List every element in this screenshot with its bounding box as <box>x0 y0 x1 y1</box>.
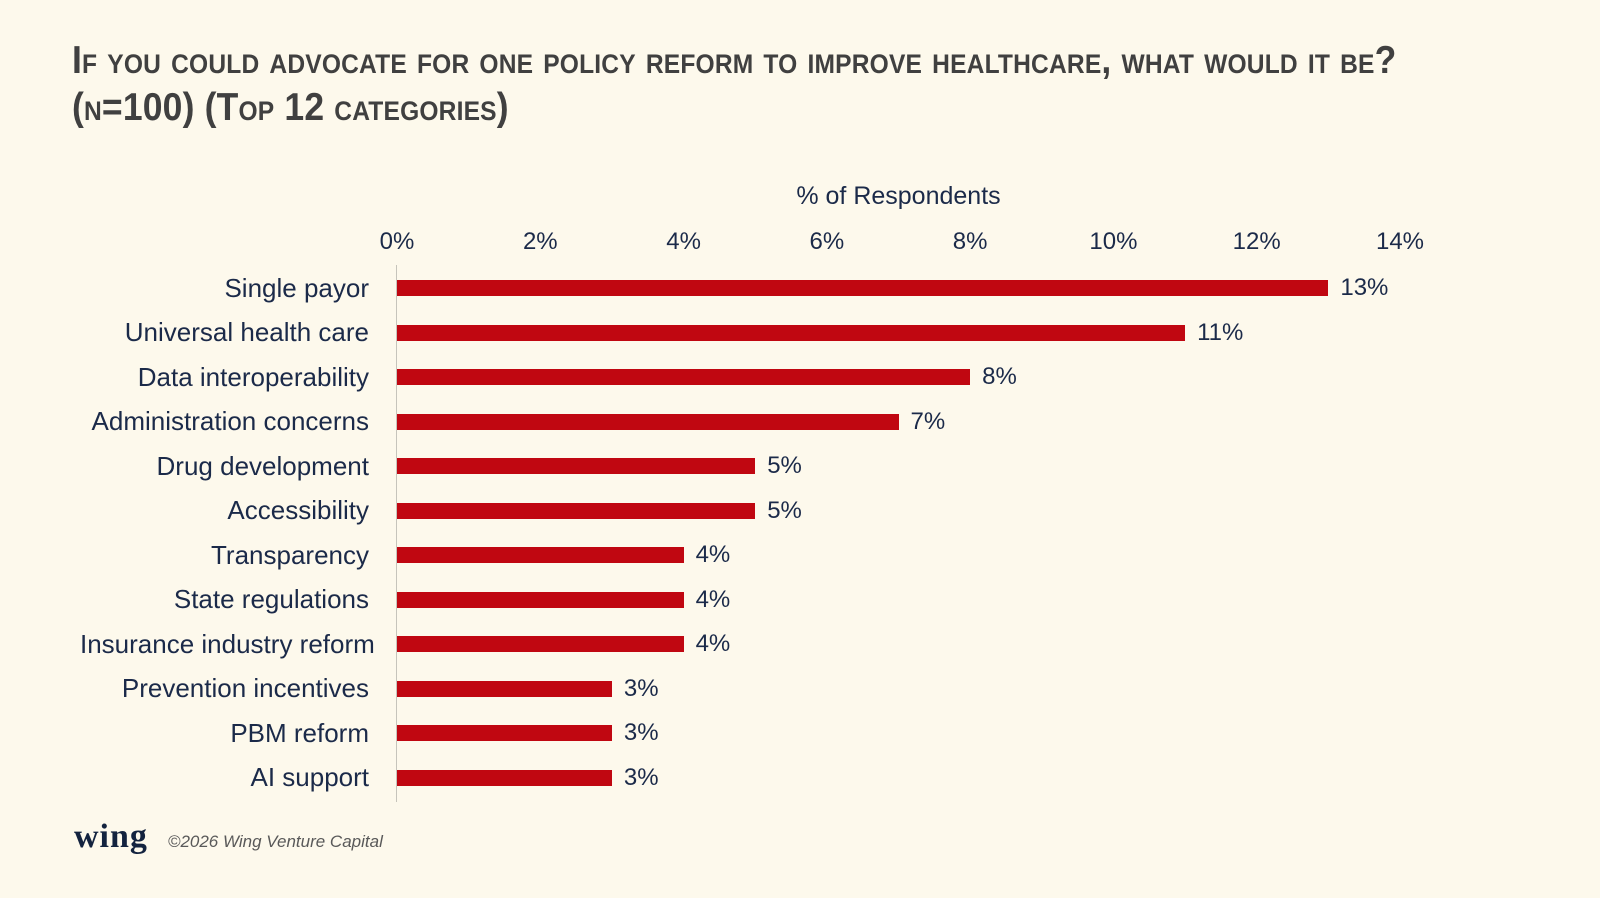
value-label: 3% <box>623 674 659 702</box>
bar <box>397 680 612 697</box>
bar <box>397 769 612 786</box>
wing-logo: wing <box>74 818 148 855</box>
value-label: 3% <box>623 719 659 747</box>
value-label: 4% <box>695 541 731 569</box>
bar <box>397 725 612 742</box>
bar <box>397 280 1329 297</box>
bar-track: 3% <box>397 764 1400 791</box>
chart-row: Administration concerns 7% <box>80 400 1570 443</box>
category-label: Universal health care <box>124 317 369 348</box>
chart-row: PBM reform 3% <box>80 712 1570 755</box>
value-label: 4% <box>695 630 731 658</box>
y-axis-line <box>396 265 397 802</box>
category-label: PBM reform <box>230 717 369 748</box>
copyright-text: ©2026 Wing Venture Capital <box>167 832 383 851</box>
chart-row: Transparency 4% <box>80 534 1570 577</box>
bar <box>397 458 756 475</box>
bar-track: 11% <box>397 319 1400 346</box>
bar-track: 7% <box>397 408 1400 435</box>
value-label: 5% <box>767 496 802 524</box>
chart-row: Accessibility 5% <box>80 489 1570 532</box>
bar-track: 4% <box>397 586 1400 613</box>
category-label: Drug development <box>156 450 369 481</box>
x-axis-tick-label: 0% <box>379 228 415 255</box>
chart-row: Single payor 13% <box>80 267 1570 310</box>
bar-track: 4% <box>397 630 1400 657</box>
bar <box>397 369 971 386</box>
bar <box>397 591 684 608</box>
value-label: 3% <box>623 763 659 791</box>
category-label: Transparency <box>211 539 369 570</box>
bar <box>397 502 756 519</box>
value-label: 11% <box>1197 318 1244 346</box>
value-label: 13% <box>1340 274 1389 302</box>
category-label: Administration concerns <box>91 406 369 437</box>
bar <box>397 547 684 564</box>
bar-track: 3% <box>397 719 1400 746</box>
chart-row: Drug development 5% <box>80 445 1570 488</box>
value-label: 7% <box>910 407 946 435</box>
bar-track: 13% <box>397 274 1400 301</box>
x-axis-tick-label: 4% <box>666 228 701 255</box>
bar <box>397 324 1186 341</box>
bar-track: 3% <box>397 675 1400 702</box>
x-axis-title: % of Respondents <box>796 182 1001 210</box>
x-axis-tick-label: 10% <box>1089 228 1138 255</box>
chart-row: State regulations 4% <box>80 578 1570 621</box>
category-label: Single payor <box>224 272 369 303</box>
category-label: Accessibility <box>227 495 369 526</box>
chart-row: AI support 3% <box>80 756 1570 799</box>
value-label: 5% <box>767 452 802 480</box>
x-axis-tick-label: 6% <box>809 228 845 255</box>
value-label: 8% <box>982 363 1017 391</box>
value-label: 4% <box>695 585 731 613</box>
footer: wing ©2026 Wing Venture Capital <box>74 818 383 856</box>
bar-track: 5% <box>397 452 1400 479</box>
page-title: If you could advocate for one policy ref… <box>72 39 1397 129</box>
chart-row: Prevention incentives 3% <box>80 667 1570 710</box>
bar <box>397 636 684 653</box>
bar <box>397 413 899 430</box>
category-label: Insurance industry reform <box>80 628 375 659</box>
chart-rows: Single payor 13% Universal health care 11% D… <box>80 266 1570 800</box>
x-axis-tick-label: 14% <box>1375 228 1425 255</box>
bar-track: 8% <box>397 363 1400 390</box>
chart-row: Universal health care 11% <box>80 311 1570 354</box>
bar-track: 4% <box>397 541 1400 568</box>
x-axis-ticks: 0% 2% 4% 6% 8% 10% 12% 14% <box>380 228 1424 260</box>
bar-track: 5% <box>397 497 1400 524</box>
x-axis-tick-label: 12% <box>1232 228 1281 255</box>
category-label: Data interoperability <box>137 361 369 392</box>
category-label: AI support <box>250 762 369 793</box>
x-axis-tick-label: 8% <box>952 228 988 255</box>
chart-row: Data interoperability 8% <box>80 356 1570 399</box>
category-label: State regulations <box>173 584 369 615</box>
x-axis-tick-label: 2% <box>522 228 558 255</box>
chart-row: Insurance industry reform 4% <box>80 623 1570 666</box>
category-label: Prevention incentives <box>121 673 369 704</box>
